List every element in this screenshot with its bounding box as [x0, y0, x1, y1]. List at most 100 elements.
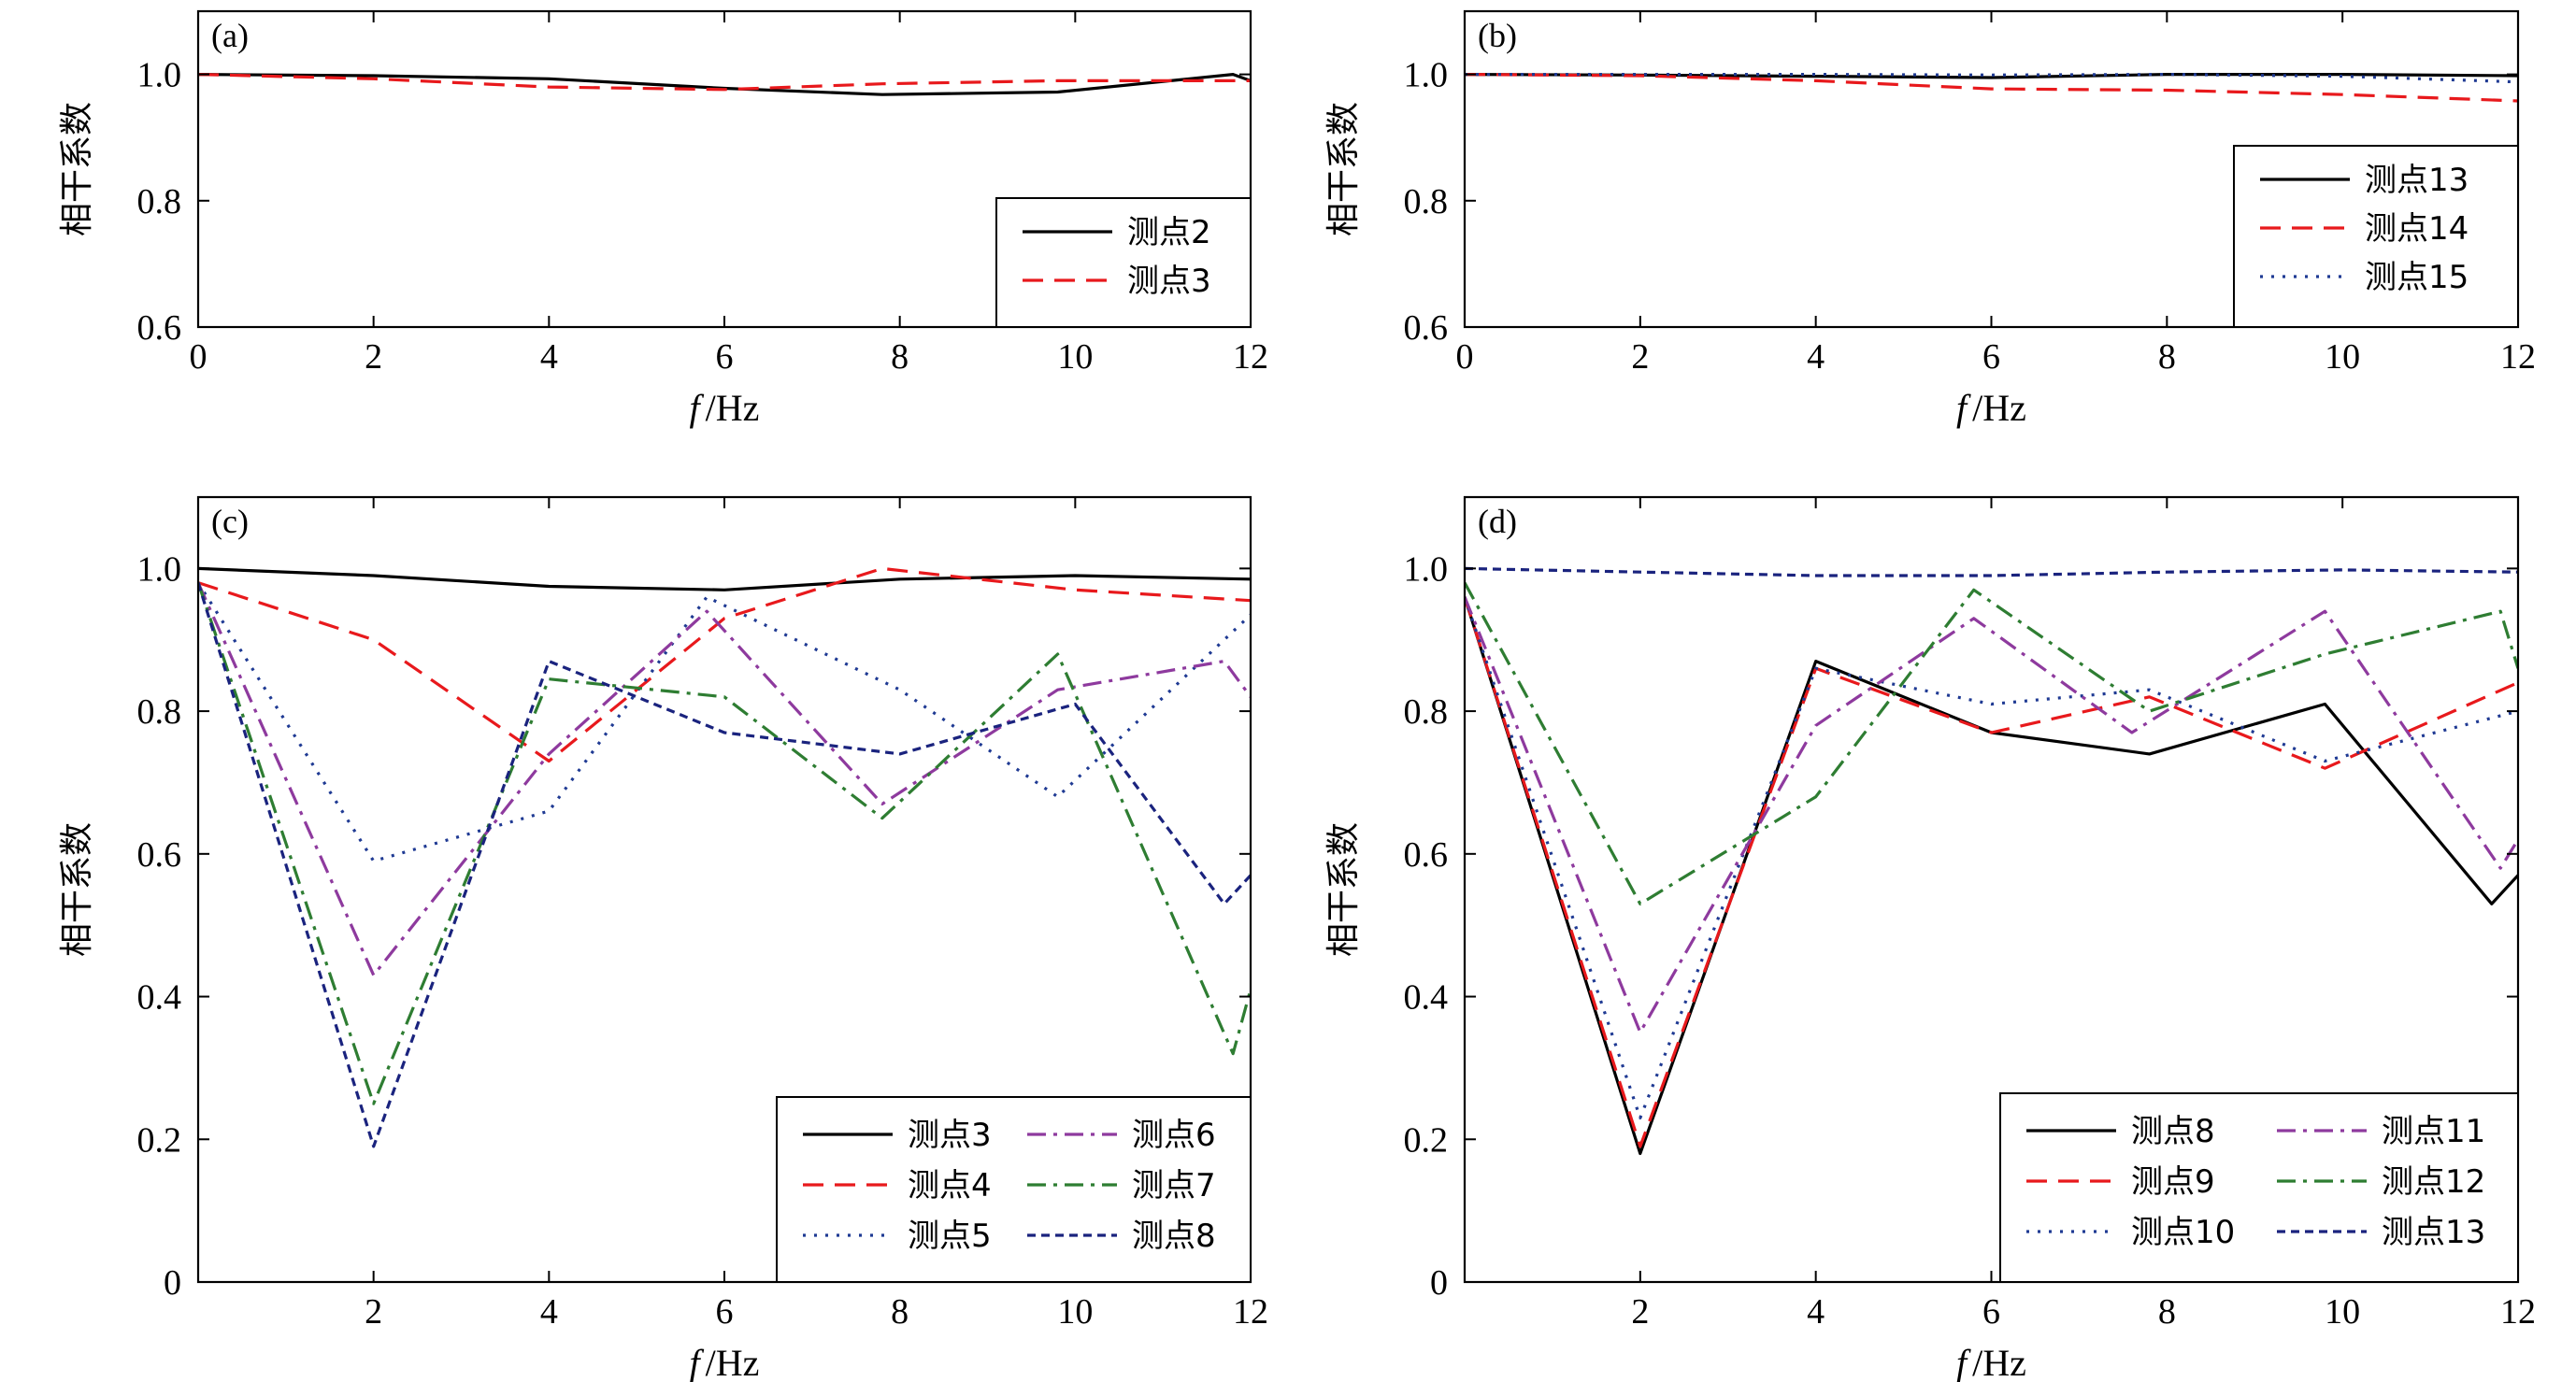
- legend-label: 测点8: [1132, 1218, 1216, 1255]
- x-tick-label: 12: [1233, 337, 1268, 377]
- x-tick-label: 12: [2500, 1292, 2536, 1332]
- x-tick-label: 4: [1807, 337, 1825, 377]
- x-tick-label: 8: [891, 1292, 909, 1332]
- legend-label: 测点8: [2131, 1113, 2215, 1150]
- y-tick-label: 0.6: [1404, 835, 1449, 875]
- y-tick-label: 0: [164, 1263, 181, 1303]
- legend-label: 测点13: [2365, 162, 2469, 199]
- panel-label: (a): [211, 17, 249, 54]
- panel-label: (c): [211, 503, 249, 540]
- legend-label: 测点6: [1132, 1117, 1216, 1154]
- x-axis-label: f/Hz: [1956, 1342, 2026, 1382]
- x-tick-label: 6: [716, 337, 734, 377]
- y-tick-label: 0.8: [1404, 182, 1449, 221]
- series-line-3-3: [198, 581, 1251, 863]
- chart-panel-2: 0 2 4 6 8 10 12 0.6 0.8 1.0 (b) f/Hz 相干系数 测点13 测点14 测点1…: [1324, 9, 2536, 429]
- chart-panel-4: 2 4 6 8 10 1200.20.40.60.81.0(d)f/Hz相干系数测点8测点…: [1324, 495, 2536, 1382]
- x-axis-label-unit: /Hz: [1972, 1342, 2026, 1382]
- y-tick-label: 1.0: [1404, 549, 1449, 589]
- x-tick-label: 8: [2158, 337, 2176, 377]
- x-tick-label: 8: [2158, 1292, 2176, 1332]
- y-tick-label: 0.4: [137, 978, 182, 1018]
- series-line-4-1: [1465, 596, 2518, 1156]
- x-tick-label: 10: [2325, 337, 2360, 377]
- y-tick-label: 0.2: [137, 1120, 182, 1160]
- x-tick-label: 6: [1982, 1292, 2000, 1332]
- y-tick-label: 1.0: [137, 549, 182, 589]
- y-tick-label: 0.4: [1404, 978, 1449, 1018]
- legend-label: 测点10: [2131, 1214, 2235, 1251]
- legend-label: 测点13: [2382, 1214, 2485, 1251]
- legend-label: 测点12: [2382, 1163, 2485, 1201]
- y-tick-label: 1.0: [1404, 56, 1449, 95]
- x-axis-label-symbol: f: [1956, 387, 1971, 429]
- x-tick-label: 4: [540, 1292, 558, 1332]
- series-line-2-2: [1465, 73, 2518, 103]
- panel-label: (d): [1478, 503, 1517, 540]
- series-line-3-4: [198, 581, 1251, 977]
- x-tick-label: 6: [1982, 337, 2000, 377]
- x-tick-label: 10: [2325, 1292, 2360, 1332]
- x-tick-label: 12: [1233, 1292, 1268, 1332]
- legend-label: 测点11: [2382, 1113, 2485, 1150]
- legend-box: [1999, 1092, 2519, 1283]
- y-tick-label: 0.8: [137, 692, 182, 732]
- y-tick-label: 0.6: [1404, 308, 1449, 348]
- x-tick-label: 2: [365, 337, 382, 377]
- x-tick-label: 10: [1057, 337, 1093, 377]
- series-line-4-6: [1465, 566, 2518, 577]
- x-tick-label: 2: [365, 1292, 382, 1332]
- legend-label: 测点9: [2131, 1163, 2215, 1201]
- y-tick-label: 0.2: [1404, 1120, 1449, 1160]
- x-axis-label: f/Hz: [690, 1342, 760, 1382]
- y-axis-label: 相干系数: [1324, 822, 1363, 957]
- legend-label: 测点5: [908, 1218, 992, 1255]
- x-axis-label-unit: /Hz: [706, 387, 760, 429]
- panel-label: (b): [1478, 17, 1517, 54]
- y-axis-label: 相干系数: [1324, 102, 1363, 236]
- legend-box: [776, 1096, 1252, 1283]
- legend-box: [2233, 145, 2519, 328]
- legend-label: 测点4: [908, 1167, 992, 1204]
- y-axis-label: 相干系数: [58, 822, 96, 957]
- x-tick-label: 0: [1456, 337, 1474, 377]
- legend-label: 测点7: [1132, 1167, 1216, 1204]
- y-tick-label: 0.6: [137, 835, 182, 875]
- legend-label: 测点15: [2365, 259, 2469, 296]
- series-line-4-4: [1465, 596, 2518, 1034]
- chart-panel-3: 2 4 6 8 10 1200.20.40.60.81.0(c)f/Hz相干系数测点3测点…: [58, 495, 1268, 1382]
- legend-label: 测点14: [2365, 210, 2469, 248]
- y-tick-label: 0.8: [137, 182, 182, 221]
- legend: 测点8 测点9 测点10 测点11 测点12 测点13: [1999, 1092, 2519, 1283]
- x-tick-label: 2: [1631, 337, 1649, 377]
- series-line-3-6: [198, 582, 1251, 1148]
- series-line-4-5: [1465, 581, 2518, 905]
- series-line-3-1: [198, 566, 1251, 591]
- x-axis-label-symbol: f: [690, 387, 705, 429]
- y-tick-label: 0.8: [1404, 692, 1449, 732]
- series-line-4-3: [1465, 596, 2518, 1120]
- legend-label: 测点3: [1127, 263, 1211, 300]
- series-line-3-5: [198, 582, 1251, 1105]
- series-line-1-2: [198, 73, 1251, 92]
- series-line-1-1: [198, 72, 1251, 96]
- y-tick-label: 0: [1430, 1263, 1448, 1303]
- x-axis-label-unit: /Hz: [706, 1342, 760, 1382]
- y-tick-label: 0.6: [137, 308, 182, 348]
- y-tick-label: 1.0: [137, 56, 182, 95]
- x-axis-label-symbol: f: [1956, 1342, 1971, 1382]
- x-axis-label: f/Hz: [690, 387, 760, 429]
- legend-label: 测点3: [908, 1117, 992, 1154]
- y-axis-label: 相干系数: [58, 102, 96, 236]
- x-tick-label: 12: [2500, 337, 2536, 377]
- series-line-3-2: [198, 566, 1251, 763]
- legend-label: 测点2: [1127, 214, 1211, 251]
- x-axis-label-symbol: f: [690, 1342, 705, 1382]
- x-axis-label: f/Hz: [1956, 387, 2026, 429]
- x-axis-label-unit: /Hz: [1972, 387, 2026, 429]
- x-tick-label: 8: [891, 337, 909, 377]
- x-tick-label: 10: [1057, 1292, 1093, 1332]
- legend-box: [995, 197, 1252, 328]
